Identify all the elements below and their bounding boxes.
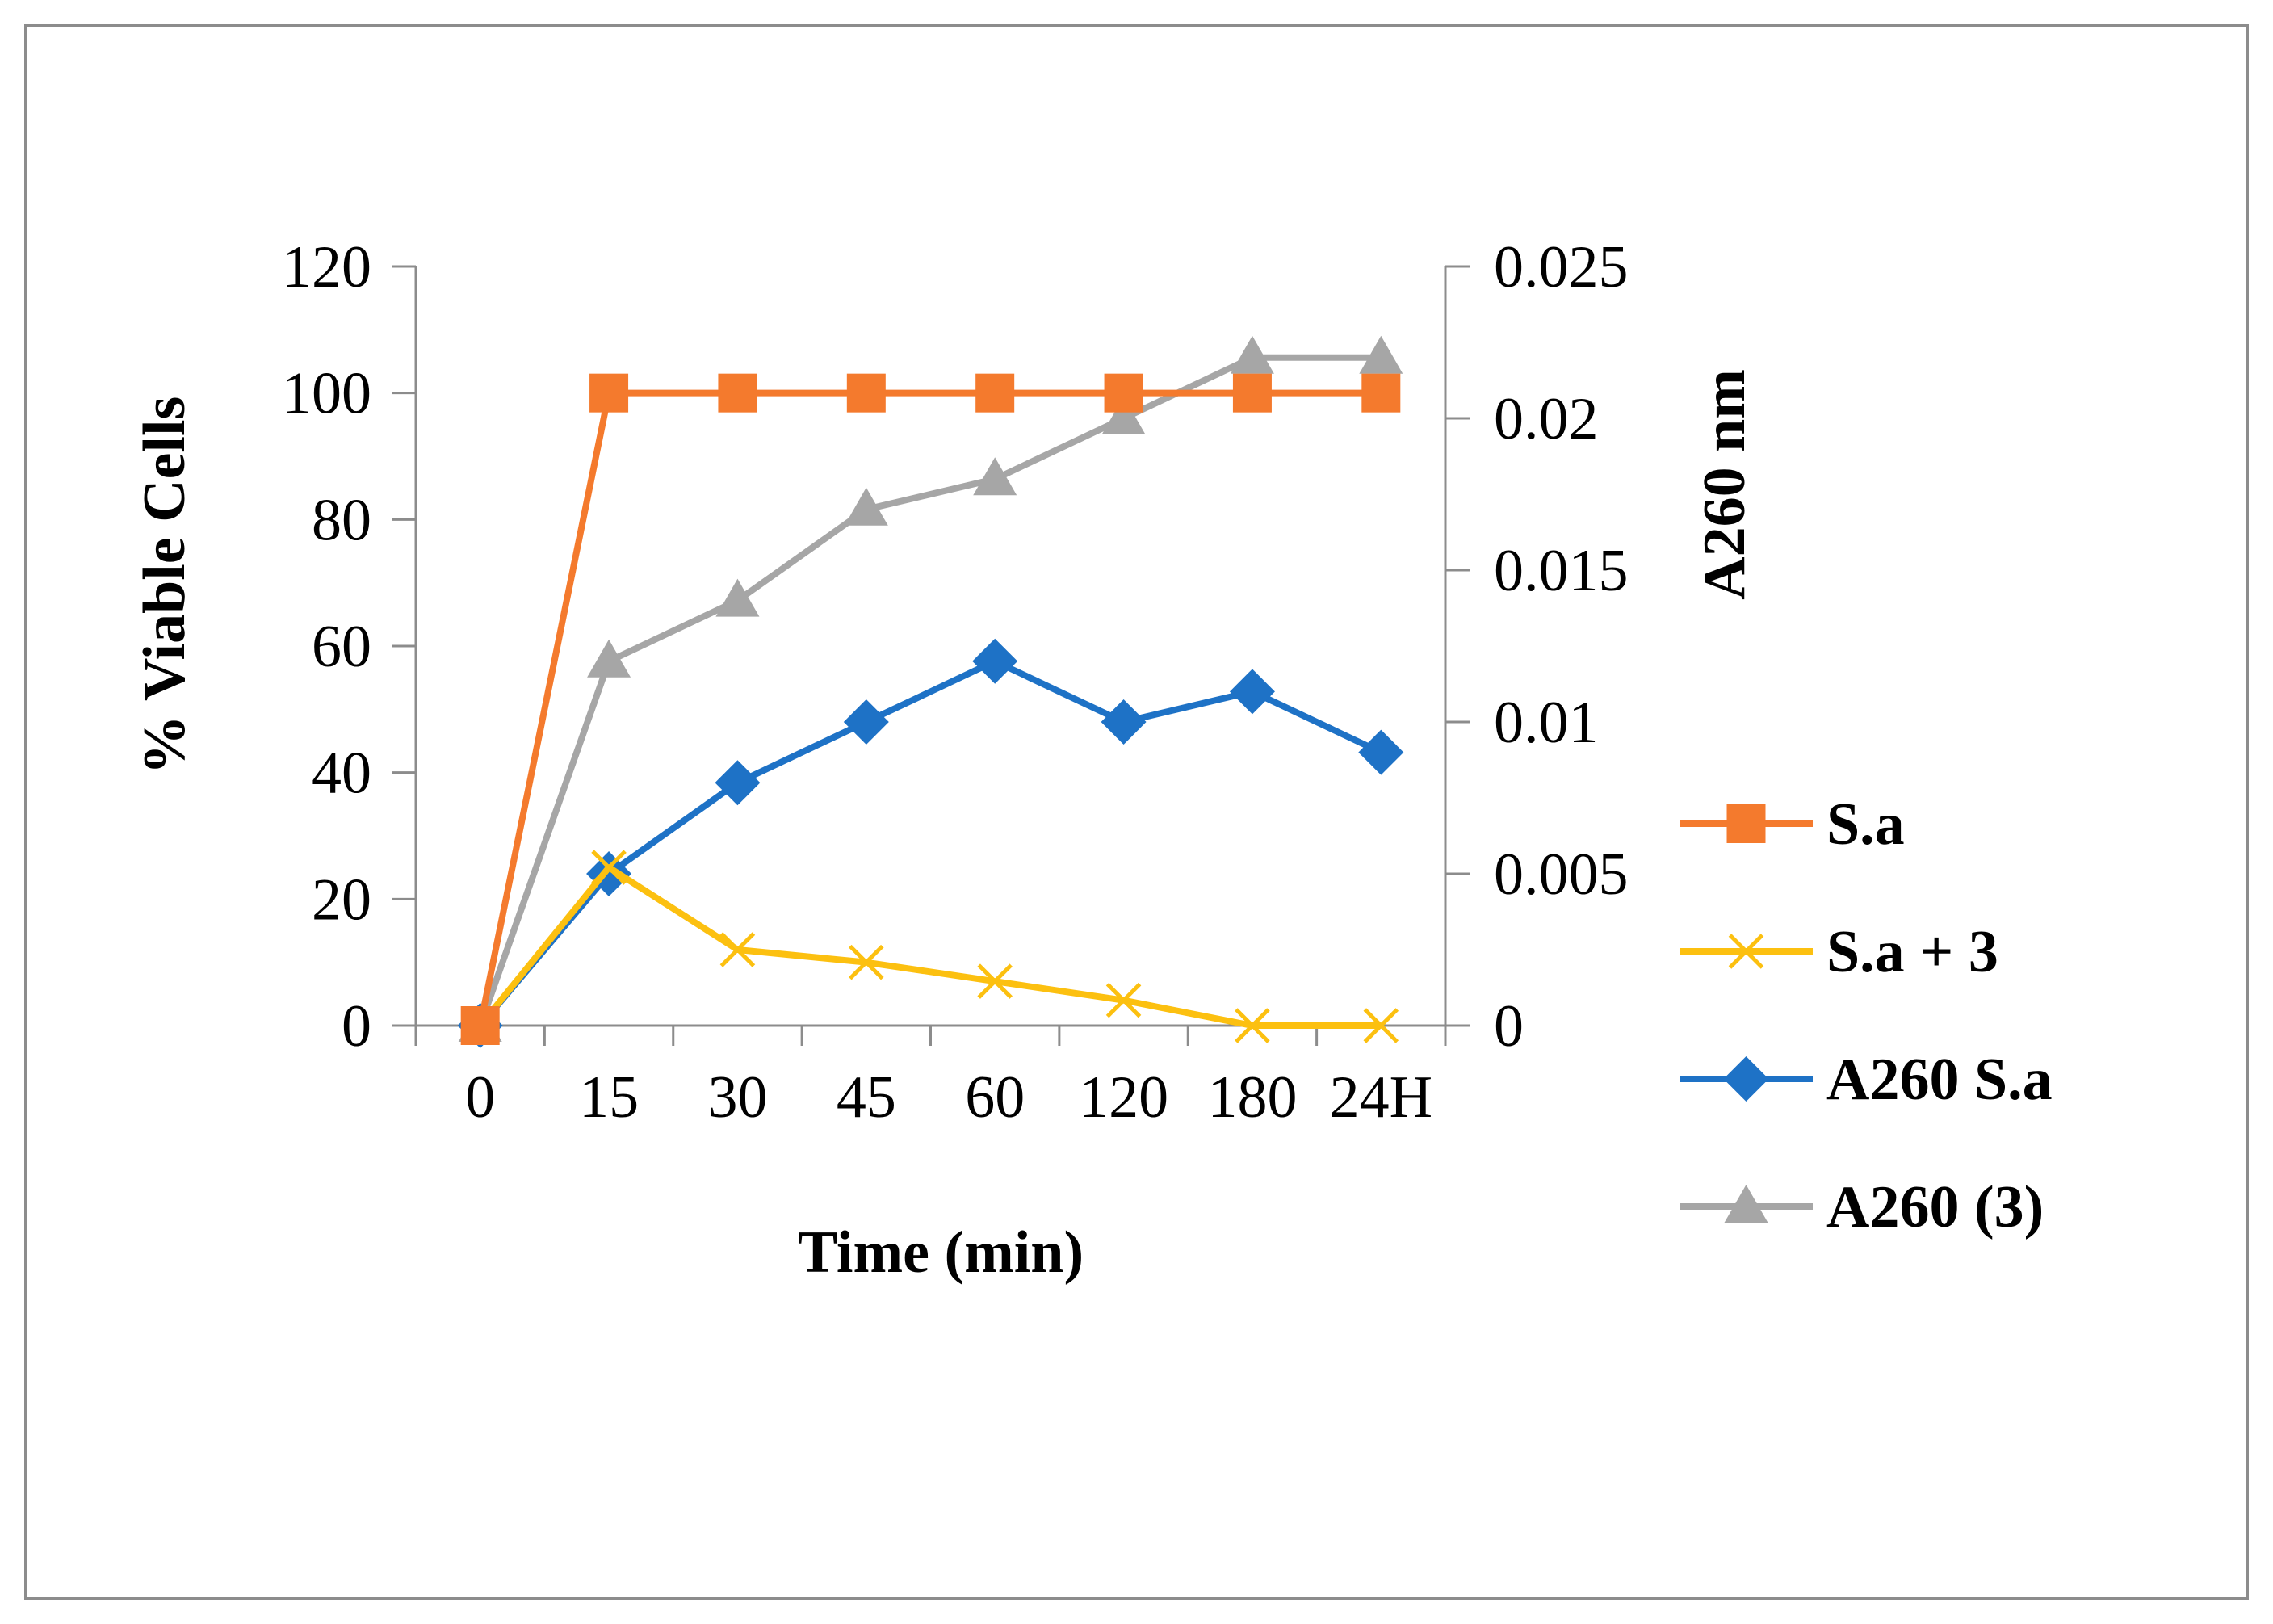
data-point-a260-s-a (1101, 699, 1147, 745)
axes: 0 20 40 60 80 100 120 0 0.005 0.01 0.015 0.02 0.025 0… (132, 234, 1758, 1286)
left-axis-title: % Viable Cells (132, 397, 198, 775)
series-line-s-a-3 (477, 864, 1382, 1029)
legend-label: A260 (3) (1826, 1174, 2044, 1240)
x-tick-label: 180 (1207, 1064, 1297, 1131)
data-point-s-a (718, 373, 757, 413)
x-marker-stroke (1105, 982, 1142, 1018)
left-tick-label: 0 (342, 993, 371, 1060)
legend-label: A260 S.a (1826, 1047, 2053, 1113)
legend: S.a S.a + 3 A260 S.a A260 (3) (1680, 791, 2053, 1240)
x-marker-stroke (977, 963, 1013, 999)
right-tick-label: 0.02 (1494, 386, 1599, 452)
series-layer (457, 335, 1404, 1048)
data-point-a260-3 (715, 578, 760, 617)
left-tick-label: 80 (312, 487, 371, 553)
legend-item-s-a-3: S.a + 3 (1680, 919, 1998, 985)
data-point-a260-s-a (715, 760, 761, 806)
right-tick-label: 0.025 (1494, 234, 1629, 300)
data-point-s-a (1361, 373, 1401, 413)
data-point-a260-s-a (1229, 669, 1275, 715)
data-point-s-a (975, 373, 1015, 413)
x-tick-label: 120 (1079, 1064, 1168, 1131)
data-point-a260-3 (1101, 397, 1146, 434)
series-s-a (460, 373, 1401, 1045)
series-line-a260-3 (476, 354, 1382, 1027)
right-tick-label: 0.015 (1494, 538, 1629, 604)
right-tick-label: 0.01 (1494, 690, 1599, 756)
x-tick-label: 30 (707, 1064, 767, 1131)
series-a260-s-a (457, 638, 1404, 1048)
data-point-s-a (460, 1006, 500, 1045)
x-tick-label: 15 (579, 1064, 639, 1131)
right-axis-title: A260 nm (1692, 369, 1758, 600)
left-tick-label: 120 (282, 234, 371, 300)
left-tick-label: 100 (282, 361, 371, 427)
legend-marker (1726, 804, 1766, 843)
x-tick-label: 60 (965, 1064, 1025, 1131)
data-point-s-a-3 (977, 963, 1013, 999)
data-point-s-a (1104, 373, 1143, 413)
data-point-a260-s-a (843, 699, 889, 745)
data-point-s-a-3 (591, 850, 627, 885)
x-marker-stroke (719, 932, 756, 967)
x-marker-stroke (1728, 934, 1764, 969)
data-point-s-a (1232, 373, 1272, 413)
x-marker-stroke (849, 944, 884, 980)
data-point-s-a-3 (1105, 982, 1142, 1018)
x-marker-stroke (1363, 1008, 1399, 1043)
x-tick-label: 0 (465, 1064, 495, 1131)
data-point-a260-3 (1359, 335, 1403, 374)
x-marker-stroke (591, 850, 627, 885)
data-point-a260-3 (844, 487, 888, 526)
series-line-a260-s-a (477, 657, 1383, 1028)
data-point-a260-s-a (1358, 729, 1404, 775)
data-point-a260-3 (973, 457, 1017, 496)
data-point-s-a (846, 373, 886, 413)
left-tick-label: 20 (312, 867, 371, 933)
legend-item-a260-3: A260 (3) (1680, 1174, 2044, 1240)
data-point-s-a-3 (849, 944, 884, 980)
series-s-a-3 (462, 850, 1399, 1043)
left-tick-label: 40 (312, 741, 371, 807)
legend-label: S.a + 3 (1826, 919, 1998, 985)
right-tick-label: 0 (1494, 993, 1524, 1060)
chart-frame (24, 24, 2249, 1600)
data-point-s-a-3 (1235, 1008, 1270, 1043)
left-tick-label: 60 (312, 614, 371, 680)
data-point-s-a (589, 373, 629, 413)
x-tick-label: 45 (837, 1064, 896, 1131)
data-point-a260-3 (587, 639, 631, 678)
x-tick-label: 24H (1330, 1064, 1432, 1131)
legend-marker (1724, 1185, 1768, 1223)
legend-item-s-a: S.a (1680, 791, 1905, 858)
data-point-s-a-3 (719, 932, 756, 967)
data-point-s-a-3 (1363, 1008, 1399, 1043)
x-marker-stroke (1235, 1008, 1270, 1043)
data-point-a260-3 (1230, 335, 1274, 374)
data-point-a260-s-a (972, 638, 1018, 684)
series-line-s-a (476, 389, 1382, 1026)
legend-label: S.a (1826, 791, 1905, 858)
legend-marker (1728, 934, 1764, 969)
x-axis-title: Time (min) (798, 1219, 1084, 1286)
legend-marker (1723, 1056, 1769, 1102)
legend-item-a260-s-a: A260 S.a (1680, 1047, 2053, 1113)
right-tick-label: 0.005 (1494, 841, 1629, 908)
